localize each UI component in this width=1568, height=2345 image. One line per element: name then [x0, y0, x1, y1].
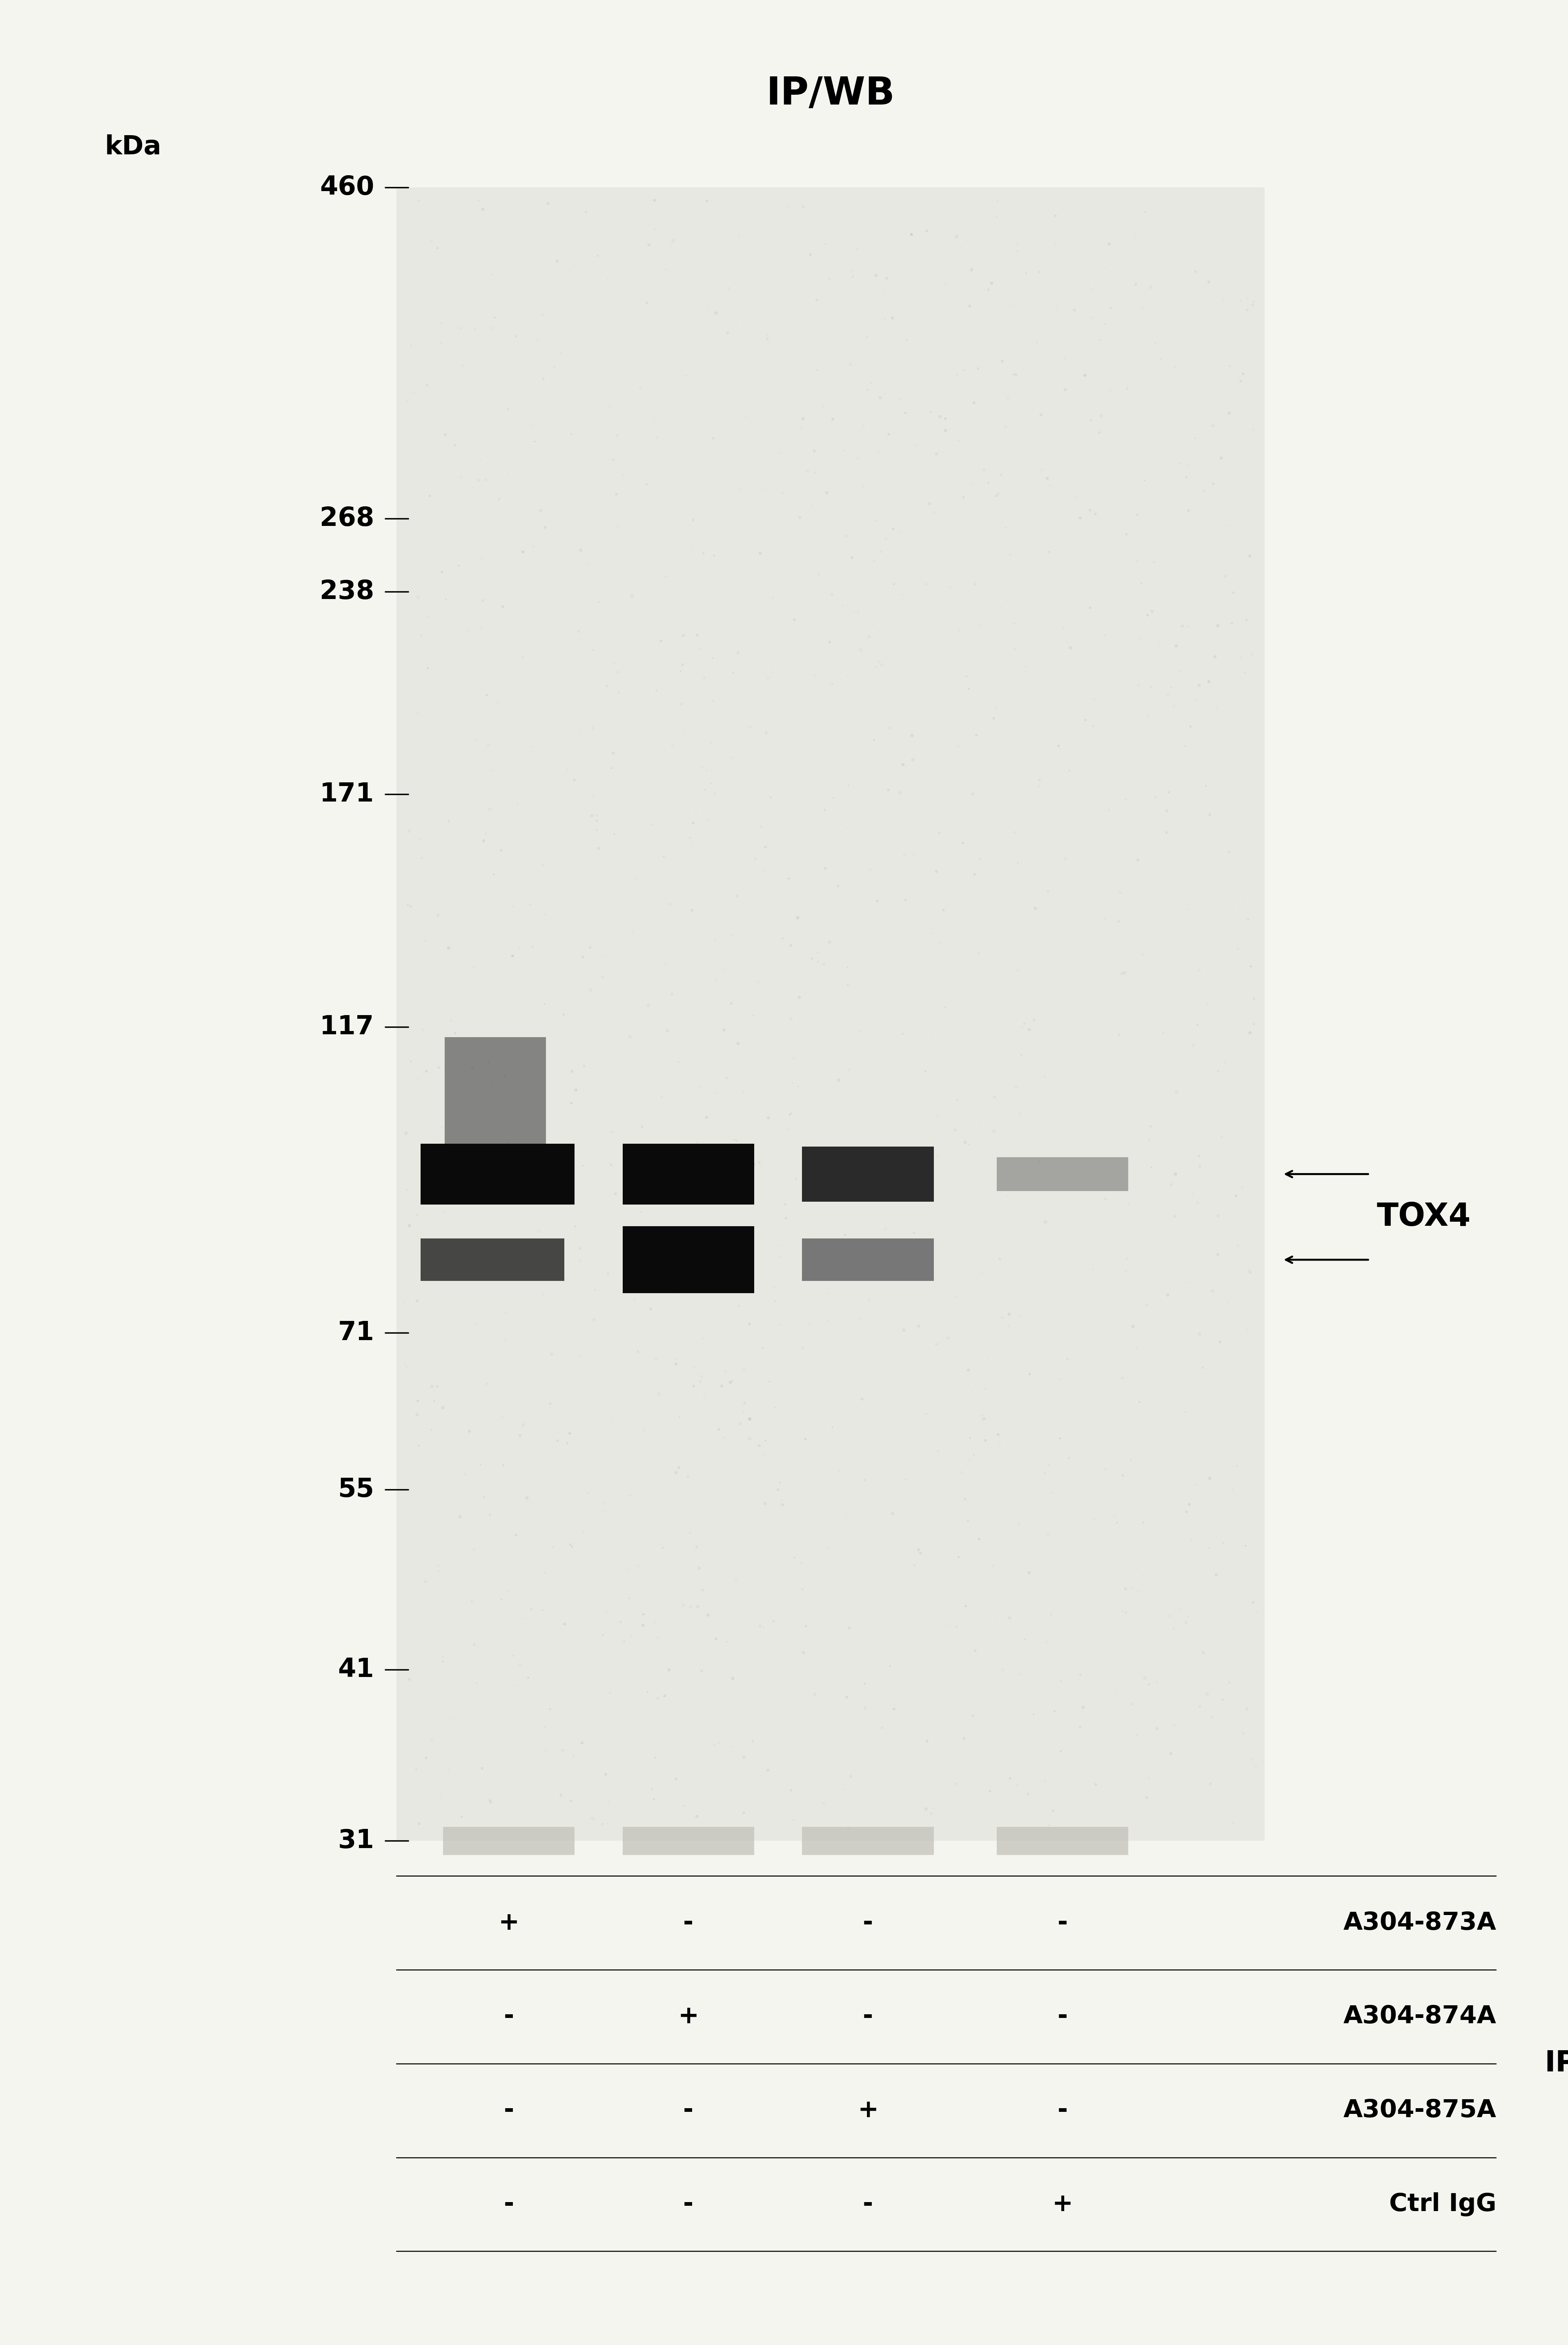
Bar: [420, 1238, 564, 1280]
Bar: [997, 1827, 1129, 1855]
Bar: [803, 1238, 935, 1280]
Text: TOX4: TOX4: [1377, 1201, 1471, 1233]
Text: Ctrl IgG: Ctrl IgG: [1389, 2193, 1496, 2216]
Bar: [622, 1144, 754, 1205]
Text: -: -: [684, 2099, 693, 2122]
Text: -: -: [684, 2193, 693, 2216]
Bar: [622, 1827, 754, 1855]
Text: -: -: [503, 2099, 514, 2122]
Text: +: +: [1052, 2193, 1073, 2216]
Text: -: -: [862, 1911, 873, 1935]
Text: 171: 171: [320, 781, 375, 807]
Text: 238: 238: [320, 579, 375, 605]
Text: 55: 55: [337, 1477, 375, 1503]
Text: A304-875A: A304-875A: [1344, 2099, 1496, 2122]
Text: 268: 268: [320, 507, 375, 532]
Text: -: -: [503, 2193, 514, 2216]
Text: 460: 460: [320, 176, 375, 199]
Text: IP: IP: [1544, 2050, 1568, 2078]
Text: -: -: [862, 2193, 873, 2216]
Bar: [803, 1147, 935, 1201]
Text: 31: 31: [337, 1829, 375, 1853]
Bar: [397, 188, 1264, 1841]
Bar: [622, 1226, 754, 1294]
Text: A304-874A: A304-874A: [1344, 2005, 1496, 2028]
Text: -: -: [862, 2005, 873, 2028]
Bar: [803, 1827, 935, 1855]
Bar: [420, 1144, 574, 1205]
Text: 71: 71: [337, 1320, 375, 1346]
Text: IP/WB: IP/WB: [767, 75, 895, 113]
Text: -: -: [503, 2005, 514, 2028]
Bar: [997, 1156, 1129, 1191]
Bar: [444, 1827, 574, 1855]
Text: -: -: [1057, 2099, 1068, 2122]
Text: -: -: [1057, 1911, 1068, 1935]
Text: +: +: [858, 2099, 878, 2122]
Text: +: +: [677, 2005, 699, 2028]
Text: A304-873A: A304-873A: [1344, 1911, 1496, 1935]
Text: kDa: kDa: [105, 134, 162, 159]
Text: -: -: [684, 1911, 693, 1935]
Text: 117: 117: [320, 1013, 375, 1039]
Bar: [445, 1036, 546, 1144]
Text: -: -: [1057, 2005, 1068, 2028]
Text: 41: 41: [337, 1658, 375, 1681]
Text: +: +: [499, 1911, 519, 1935]
